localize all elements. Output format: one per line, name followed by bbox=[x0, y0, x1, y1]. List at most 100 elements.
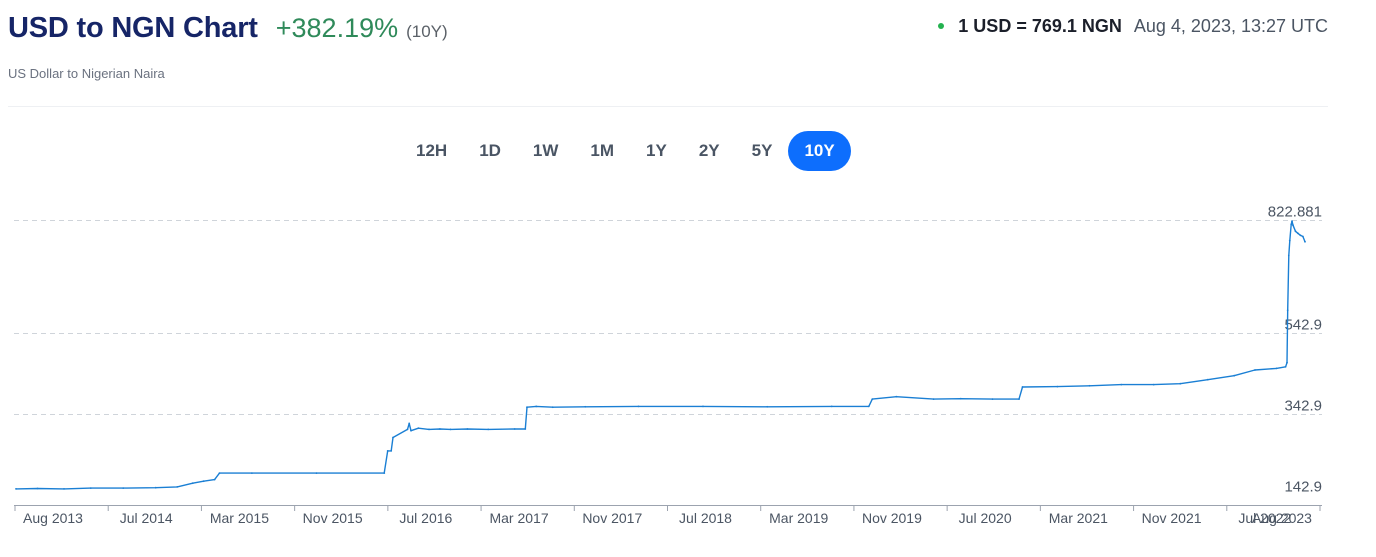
data-point bbox=[1179, 382, 1182, 385]
tab-1d[interactable]: 1D bbox=[479, 141, 501, 160]
data-point bbox=[991, 398, 994, 400]
data-point bbox=[251, 472, 253, 474]
data-point bbox=[191, 482, 194, 485]
data-point bbox=[766, 405, 769, 408]
data-point bbox=[417, 427, 420, 430]
data-point bbox=[1233, 374, 1235, 377]
data-point bbox=[202, 480, 205, 483]
data-point bbox=[959, 397, 962, 400]
data-point bbox=[1120, 383, 1123, 386]
data-point bbox=[584, 405, 587, 408]
data-point bbox=[386, 450, 389, 452]
x-tick-label: Nov 2017 bbox=[582, 510, 642, 526]
x-tick-label: Jul 2018 bbox=[679, 510, 732, 526]
period-tabs: 12H 1D 1W 1M 1Y 2Y 5Y 10Y bbox=[400, 131, 851, 171]
data-point bbox=[535, 405, 538, 408]
data-point bbox=[1286, 309, 1289, 311]
x-tick-label: Aug 2013 bbox=[23, 510, 83, 526]
data-point bbox=[15, 488, 17, 490]
x-tick-label: Jul 2020 bbox=[959, 510, 1012, 526]
data-point bbox=[1056, 385, 1059, 388]
tab-12h[interactable]: 12H bbox=[416, 141, 448, 160]
x-tick-label: Aug 2023 bbox=[1252, 510, 1312, 526]
data-point bbox=[1302, 235, 1304, 238]
x-tick-label: Nov 2019 bbox=[862, 510, 922, 526]
data-point bbox=[895, 395, 898, 398]
data-point bbox=[213, 478, 216, 481]
data-point bbox=[487, 428, 490, 431]
data-point bbox=[867, 405, 870, 408]
tab-10y[interactable]: 10Y bbox=[788, 131, 851, 171]
live-status-dot bbox=[938, 23, 945, 29]
data-point bbox=[1286, 361, 1288, 364]
x-tick-label: Jul 2016 bbox=[399, 510, 452, 526]
data-point bbox=[1284, 365, 1287, 368]
x-tick-label: Jul 2014 bbox=[120, 510, 173, 526]
data-point bbox=[466, 428, 469, 430]
data-point bbox=[1290, 223, 1293, 226]
chart-header: USD to NGN Chart +382.19% (10Y) US Dolla… bbox=[8, 10, 1328, 106]
x-tick-label: Nov 2021 bbox=[1142, 510, 1202, 526]
data-point bbox=[154, 486, 157, 489]
y-tick-label: 142.9 bbox=[1284, 479, 1322, 496]
data-point bbox=[428, 428, 430, 431]
change-period: (10Y) bbox=[406, 22, 448, 41]
data-point bbox=[63, 488, 65, 490]
data-point bbox=[315, 472, 318, 474]
y-tick-label: 822.881 bbox=[1268, 204, 1322, 221]
data-point bbox=[439, 428, 441, 430]
tab-5y[interactable]: 5Y bbox=[751, 141, 773, 160]
data-point bbox=[871, 398, 874, 400]
data-point bbox=[218, 472, 221, 474]
x-tick-label: Nov 2015 bbox=[303, 510, 363, 526]
data-point bbox=[1292, 224, 1294, 227]
tab-1w[interactable]: 1W bbox=[532, 141, 559, 160]
data-point bbox=[1018, 398, 1020, 400]
data-point bbox=[122, 487, 125, 489]
data-point bbox=[449, 428, 452, 431]
title-row: USD to NGN Chart +382.19% (10Y) bbox=[8, 12, 448, 45]
page-subtitle: US Dollar to Nigerian Naira bbox=[8, 66, 165, 81]
data-point bbox=[89, 487, 92, 489]
data-point bbox=[406, 428, 409, 431]
x-tick-label: Mar 2017 bbox=[489, 510, 548, 526]
header-divider bbox=[8, 106, 1328, 107]
data-point bbox=[1152, 383, 1155, 386]
data-point bbox=[392, 436, 394, 439]
data-point bbox=[36, 487, 39, 490]
rate-value: 1 USD = 769.1 NGN bbox=[958, 16, 1122, 36]
data-point bbox=[526, 406, 528, 409]
data-point bbox=[1291, 220, 1293, 223]
data-point bbox=[1088, 384, 1091, 387]
tab-1m[interactable]: 1M bbox=[590, 141, 615, 160]
y-tick-label: 342.9 bbox=[1284, 398, 1322, 415]
x-tick-label: Mar 2021 bbox=[1049, 510, 1108, 526]
data-point bbox=[176, 486, 179, 488]
page-title: USD to NGN Chart bbox=[8, 12, 258, 44]
rate-timestamp: Aug 4, 2023, 13:27 UTC bbox=[1133, 16, 1328, 36]
data-point bbox=[830, 405, 833, 408]
data-point bbox=[637, 405, 640, 408]
data-point bbox=[1287, 254, 1290, 257]
data-point bbox=[513, 428, 516, 430]
change-percent: +382.19% bbox=[275, 13, 399, 43]
series-line bbox=[15, 220, 1306, 490]
data-point bbox=[1275, 367, 1278, 370]
data-point bbox=[1021, 386, 1024, 388]
live-rate: 1 USD = 769.1 NGN Aug 4, 2023, 13:27 UTC bbox=[938, 16, 1328, 37]
data-point bbox=[1254, 369, 1256, 371]
data-point bbox=[932, 398, 935, 400]
data-point bbox=[1299, 234, 1302, 237]
data-point bbox=[1294, 230, 1297, 233]
x-tick-label: Mar 2019 bbox=[769, 510, 828, 526]
data-point bbox=[702, 405, 704, 408]
data-point bbox=[1297, 232, 1299, 235]
data-point bbox=[551, 406, 554, 409]
data-point bbox=[1206, 378, 1209, 381]
x-tick-label: Mar 2015 bbox=[210, 510, 269, 526]
tab-2y[interactable]: 2Y bbox=[698, 141, 720, 160]
data-point bbox=[524, 428, 527, 430]
data-point bbox=[383, 472, 386, 474]
tab-1y[interactable]: 1Y bbox=[646, 141, 667, 160]
